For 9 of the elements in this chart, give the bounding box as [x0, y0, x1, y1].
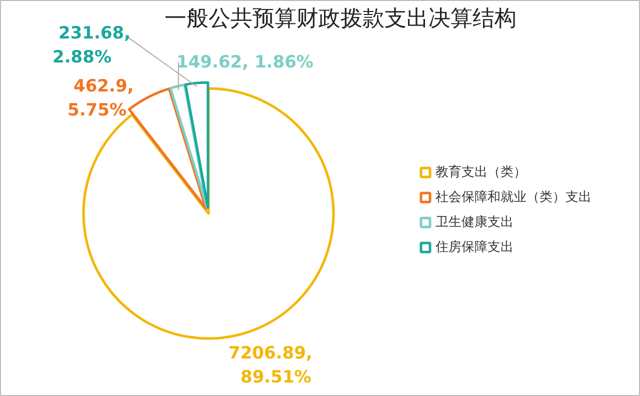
chart-title: 一般公共预算财政拨款支出决算结构 [164, 6, 516, 32]
data-label: 462.9, 5.75% [68, 76, 134, 120]
legend-label: 卫生健康支出 [436, 215, 514, 230]
legend-label: 教育支出（类） [436, 164, 526, 180]
data-label: 149.62, 1.86% [176, 52, 314, 72]
legend-label: 社会保障和就业（类）支出 [436, 190, 592, 205]
data-label: 231.68, 2.88% [52, 24, 131, 68]
legend-label: 住房保障支出 [434, 239, 514, 255]
data-label: 7206.89, 89.51% [228, 344, 312, 388]
